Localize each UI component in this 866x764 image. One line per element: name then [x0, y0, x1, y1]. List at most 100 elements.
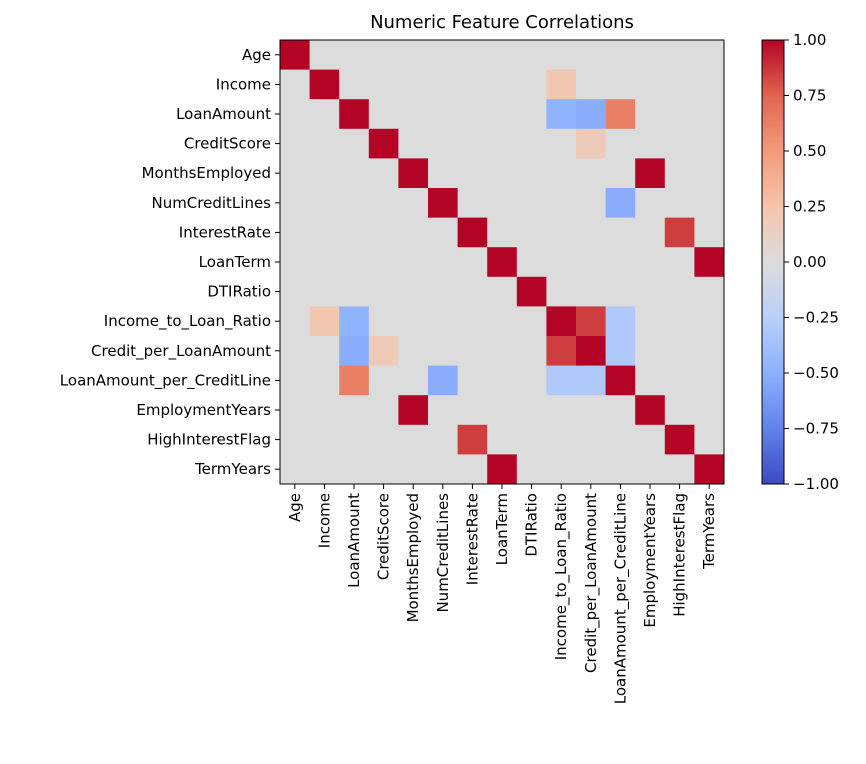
x-tick-label: CreditScore [375, 493, 393, 580]
heatmap-cell [576, 336, 607, 367]
heatmap-cell [339, 306, 370, 337]
heatmap-cell [546, 188, 577, 219]
x-tick-label: TermYears [700, 493, 718, 570]
heatmap-cell [694, 40, 725, 71]
heatmap-cell [516, 99, 547, 130]
heatmap-cell [309, 365, 340, 396]
heatmap-cell [664, 247, 695, 278]
heatmap-cell [516, 158, 547, 189]
heatmap-cell [368, 128, 399, 159]
heatmap-cell [428, 276, 459, 307]
heatmap-cell [398, 40, 429, 71]
heatmap-cell [309, 306, 340, 337]
heatmap-cell [457, 424, 488, 455]
heatmap-cell [428, 158, 459, 189]
heatmap-cell [664, 365, 695, 396]
heatmap-cell [339, 128, 370, 159]
heatmap-cell [516, 276, 547, 307]
heatmap-cell [457, 306, 488, 337]
y-tick-label: DTIRatio [207, 283, 271, 301]
heatmap-cell [487, 336, 518, 367]
y-tick-label: MonthsEmployed [142, 164, 271, 182]
heatmap-cell [694, 454, 725, 485]
chart-title: Numeric Feature Correlations [370, 12, 634, 33]
heatmap-cell [487, 40, 518, 71]
heatmap-cell [280, 424, 311, 455]
heatmap-cell [546, 99, 577, 130]
heatmap-cell [694, 247, 725, 278]
heatmap-cell [339, 247, 370, 278]
heatmap-cell [309, 454, 340, 485]
heatmap-cell [428, 306, 459, 337]
colorbar [761, 39, 785, 485]
heatmap-cell [309, 336, 340, 367]
heatmap-cell [398, 454, 429, 485]
heatmap-cell [694, 217, 725, 248]
heatmap-cell [368, 365, 399, 396]
x-axis-ticks: Age Income LoanAmount CreditScore MonthsEmpl… [286, 484, 718, 704]
heatmap-cell [487, 188, 518, 219]
y-tick-label: LoanAmount_per_CreditLine [60, 371, 271, 390]
y-tick-label: LoanTerm [199, 253, 271, 271]
heatmap-cell [309, 188, 340, 219]
heatmap-cell [664, 395, 695, 426]
x-tick-label: LoanAmount [345, 493, 363, 588]
heatmap-cell [398, 247, 429, 278]
heatmap-cell [664, 158, 695, 189]
heatmap-cell [280, 247, 311, 278]
colorbar-tick-label: 1.00 [793, 31, 826, 49]
heatmap-cell [309, 158, 340, 189]
heatmap-cell [605, 424, 636, 455]
y-tick-label: InterestRate [179, 223, 271, 241]
heatmap-cell [635, 69, 666, 100]
y-axis-ticks: Age Income LoanAmount CreditScore MonthsEmpl… [60, 46, 280, 478]
heatmap-cell [280, 40, 311, 71]
heatmap-cell [457, 276, 488, 307]
heatmap-cell [635, 247, 666, 278]
x-tick-label: EmploymentYears [641, 493, 659, 628]
heatmap-cell [664, 69, 695, 100]
heatmap-cell [487, 365, 518, 396]
heatmap-cell [664, 276, 695, 307]
heatmap-cell [309, 69, 340, 100]
heatmap-cell [309, 217, 340, 248]
heatmap-cell [516, 247, 547, 278]
heatmap-cell [428, 69, 459, 100]
heatmap-cell [309, 247, 340, 278]
heatmap-cell [635, 188, 666, 219]
heatmap-cell [694, 128, 725, 159]
x-tick-label: InterestRate [463, 493, 481, 585]
heatmap-cell [309, 395, 340, 426]
heatmap-cell [605, 365, 636, 396]
heatmap-cell [457, 40, 488, 71]
heatmap-cell [368, 454, 399, 485]
x-tick-label: NumCreditLines [434, 493, 452, 613]
heatmap-cell [694, 276, 725, 307]
y-tick-label: LoanAmount [176, 105, 271, 123]
heatmap-cell [398, 365, 429, 396]
heatmap-cell [280, 99, 311, 130]
heatmap-cell [368, 40, 399, 71]
x-tick-label: Age [286, 493, 304, 522]
heatmap-cell [694, 336, 725, 367]
heatmap-cell [339, 40, 370, 71]
heatmap-cell [516, 395, 547, 426]
x-tick-label: Income_to_Loan_Ratio [552, 493, 571, 660]
heatmap-cell [605, 69, 636, 100]
colorbar-tick-label: −0.75 [793, 420, 839, 438]
heatmap-cell [428, 424, 459, 455]
heatmap-cell [339, 69, 370, 100]
heatmap-cell [398, 128, 429, 159]
heatmap-cell [428, 217, 459, 248]
heatmap-cell [398, 395, 429, 426]
heatmap-cell [487, 276, 518, 307]
heatmap-cell [694, 69, 725, 100]
heatmap-cell [546, 128, 577, 159]
heatmap-cell [605, 188, 636, 219]
heatmap-cell [487, 454, 518, 485]
heatmap-cell [398, 276, 429, 307]
heatmap-cell [664, 188, 695, 219]
y-tick-label: EmploymentYears [136, 401, 271, 419]
colorbar-tick-label: −1.00 [793, 475, 839, 493]
heatmap-cell [280, 217, 311, 248]
